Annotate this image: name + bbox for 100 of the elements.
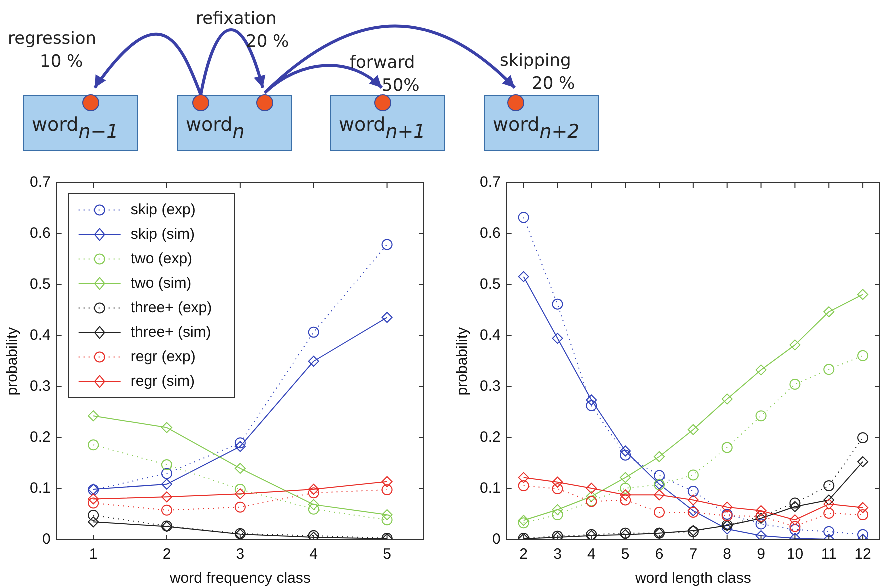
point [824,494,835,506]
legend-label: three+ (exp) [130,299,212,316]
y-tick-label: 0.5 [30,276,51,294]
y-tick-label: 0.1 [30,480,51,498]
point [858,510,869,521]
point [620,446,632,457]
x-tick-label: 12 [854,546,872,564]
point [382,476,393,488]
y-tick-label: 0.6 [30,225,51,242]
y-tick-label: 0 [492,531,501,548]
point [790,514,801,526]
point [858,529,869,540]
y-tick-label: 0 [42,531,51,548]
y-tick-label: 0.3 [30,378,51,396]
point [824,364,835,376]
point [858,289,869,300]
y-tick-label: 0.3 [480,378,501,396]
point [234,502,246,513]
point [688,470,699,481]
point [88,510,100,522]
point [552,484,564,494]
y-tick-label: 0.7 [30,174,51,192]
x-tick-label: 6 [655,546,664,564]
point [858,432,869,444]
point [586,394,598,406]
point [756,410,767,422]
legend-label: two (exp) [130,250,193,268]
point [688,424,699,436]
point [790,378,801,390]
point [586,482,598,494]
point [382,510,393,521]
point [654,451,666,462]
point [382,312,393,324]
point [552,333,564,344]
point [382,239,393,250]
point [552,504,564,516]
point [824,498,835,510]
point [552,510,564,521]
point [654,490,666,501]
point [234,438,246,449]
point [756,518,767,530]
point [586,491,598,502]
point [308,504,320,515]
legend-label: two (sim) [130,274,192,292]
point [518,518,530,529]
point [88,440,100,451]
point [518,271,530,282]
point [88,498,100,509]
point [620,450,632,461]
x-tick-label: 1 [89,546,98,564]
x-tick-label: 4 [310,546,318,564]
point [234,488,246,500]
x-tick-label: 3 [236,546,245,564]
point [756,364,767,376]
point [88,410,100,422]
y-tick-label: 0.4 [480,327,501,344]
x-tick-label: 8 [723,546,732,564]
point [161,468,172,480]
legend-label: regr (exp) [130,348,196,366]
point [161,478,172,490]
point [858,350,869,362]
x-tick-label: 2 [162,546,172,564]
text: skipping 20 % [500,50,576,96]
y-tick-label: 0.2 [480,429,501,446]
y-tick-label: 0.5 [480,276,501,294]
point [518,480,530,492]
point [518,472,530,484]
y-axis-title: probability [454,326,472,396]
y-tick-label: 0.6 [480,225,501,242]
x-axis-title: word frequency class [168,570,311,588]
point [552,298,564,310]
legend-label: three+ (sim) [130,324,212,341]
text: forward 50% [350,52,420,98]
point [722,524,733,535]
point [234,463,246,474]
point [308,326,320,338]
point [382,484,393,496]
point [234,484,246,496]
point [308,488,320,499]
point [88,494,100,505]
point [234,441,246,452]
y-tick-label: 0.4 [30,327,51,344]
y-axis-title: probability [4,326,22,396]
text: regression 10 % [8,28,97,74]
x-tick-label: 4 [587,546,596,564]
point [756,530,767,540]
point [654,506,666,518]
point [790,501,801,512]
point [161,422,172,434]
legend-label: skip (sim) [130,226,196,243]
x-tick-label: 9 [757,546,766,564]
x-tick-label: 10 [786,546,804,564]
point [161,460,172,471]
point [518,515,530,526]
point [518,212,530,224]
point [722,502,733,513]
y-tick-label: 0.2 [30,429,51,446]
point [790,521,801,532]
point [824,508,835,519]
x-tick-label: 11 [821,546,837,564]
